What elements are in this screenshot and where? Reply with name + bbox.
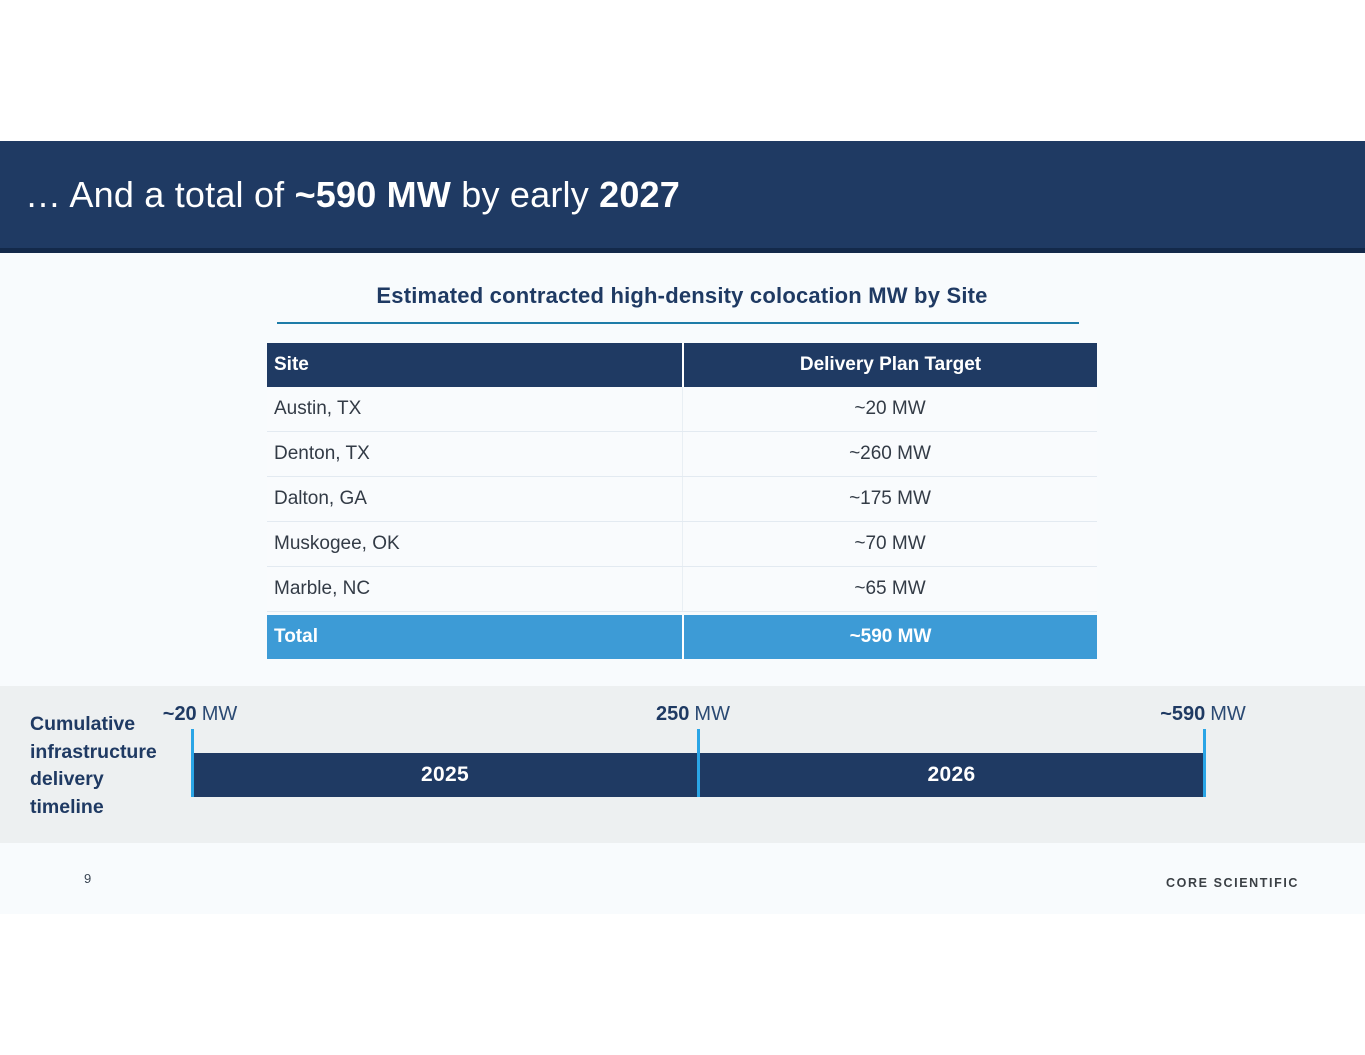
total-value-cell: ~590 MW: [682, 615, 1097, 659]
target-cell: ~260 MW: [682, 432, 1097, 476]
milestone-value: ~20: [162, 703, 197, 725]
target-cell: ~65 MW: [682, 567, 1097, 611]
milestone-label-590mw: ~590 MW: [1160, 703, 1246, 726]
timeline-bar-2026: 2026: [698, 753, 1205, 797]
core-scientific-logo: CORE SCIENTIFIC: [1166, 876, 1300, 890]
timeline-label-line: Cumulative: [30, 713, 136, 735]
table-header-row: Site Delivery Plan Target: [267, 343, 1097, 387]
milestone-tick-20mw: [191, 729, 194, 797]
table-total-row: Total ~590 MW: [267, 615, 1097, 659]
milestone-unit: MW: [1210, 703, 1246, 725]
target-cell: ~20 MW: [682, 387, 1097, 431]
timeline-bar-2025: 2025: [192, 753, 698, 797]
timeline-label-line: timeline: [30, 795, 104, 818]
page-number: 9: [84, 871, 92, 886]
milestone-tick-590mw: [1203, 729, 1206, 797]
slide-title-mw-highlight: ~590 MW: [294, 173, 452, 215]
target-cell: ~70 MW: [682, 522, 1097, 566]
table-row-denton: Denton, TX ~260 MW: [267, 432, 1097, 477]
table-row-dalton: Dalton, GA ~175 MW: [267, 477, 1097, 522]
milestone-unit: MW: [201, 703, 238, 725]
timeline-label-line: infrastructure: [30, 740, 157, 763]
table-row-austin: Austin, TX ~20 MW: [267, 387, 1097, 432]
timeline-year-2025: 2025: [421, 763, 469, 786]
site-cell: Denton, TX: [274, 443, 370, 464]
timeline-label: Cumulative infrastructure delivery timel…: [30, 711, 157, 821]
column-header-delivery-plan-target: Delivery Plan Target: [682, 343, 1097, 387]
target-cell: ~175 MW: [682, 477, 1097, 521]
header-bar: … And a total of ~590 MW by early 2027: [0, 141, 1365, 253]
slide-title-mid: by early: [451, 173, 600, 215]
site-cell: Marble, NC: [274, 578, 371, 599]
column-header-site: Site: [274, 354, 309, 375]
site-cell: Austin, TX: [274, 398, 362, 419]
milestone-unit: MW: [694, 703, 730, 725]
milestone-label-250mw: 250 MW: [656, 703, 730, 726]
slide-title-prefix: … And a total of: [25, 173, 295, 215]
milestone-value: 250: [656, 703, 690, 725]
total-label-cell: Total: [274, 626, 318, 647]
table-row-muskogee: Muskogee, OK ~70 MW: [267, 522, 1097, 567]
table-title: Estimated contracted high-density coloca…: [376, 283, 988, 308]
slide-title: … And a total of ~590 MW by early 2027: [0, 174, 680, 216]
milestone-tick-250mw: [697, 729, 700, 797]
slide-title-year-highlight: 2027: [599, 173, 680, 215]
colocation-table: Site Delivery Plan Target Austin, TX ~20…: [267, 343, 1097, 659]
table-row-marble: Marble, NC ~65 MW: [267, 567, 1097, 612]
site-cell: Dalton, GA: [274, 488, 367, 509]
timeline-label-line: delivery: [30, 768, 104, 790]
site-cell: Muskogee, OK: [274, 533, 400, 554]
table-title-underline: [277, 322, 1079, 324]
milestone-value: ~590: [1160, 703, 1206, 725]
milestone-label-20mw: ~20 MW: [163, 703, 237, 726]
timeline-year-2026: 2026: [927, 763, 976, 786]
